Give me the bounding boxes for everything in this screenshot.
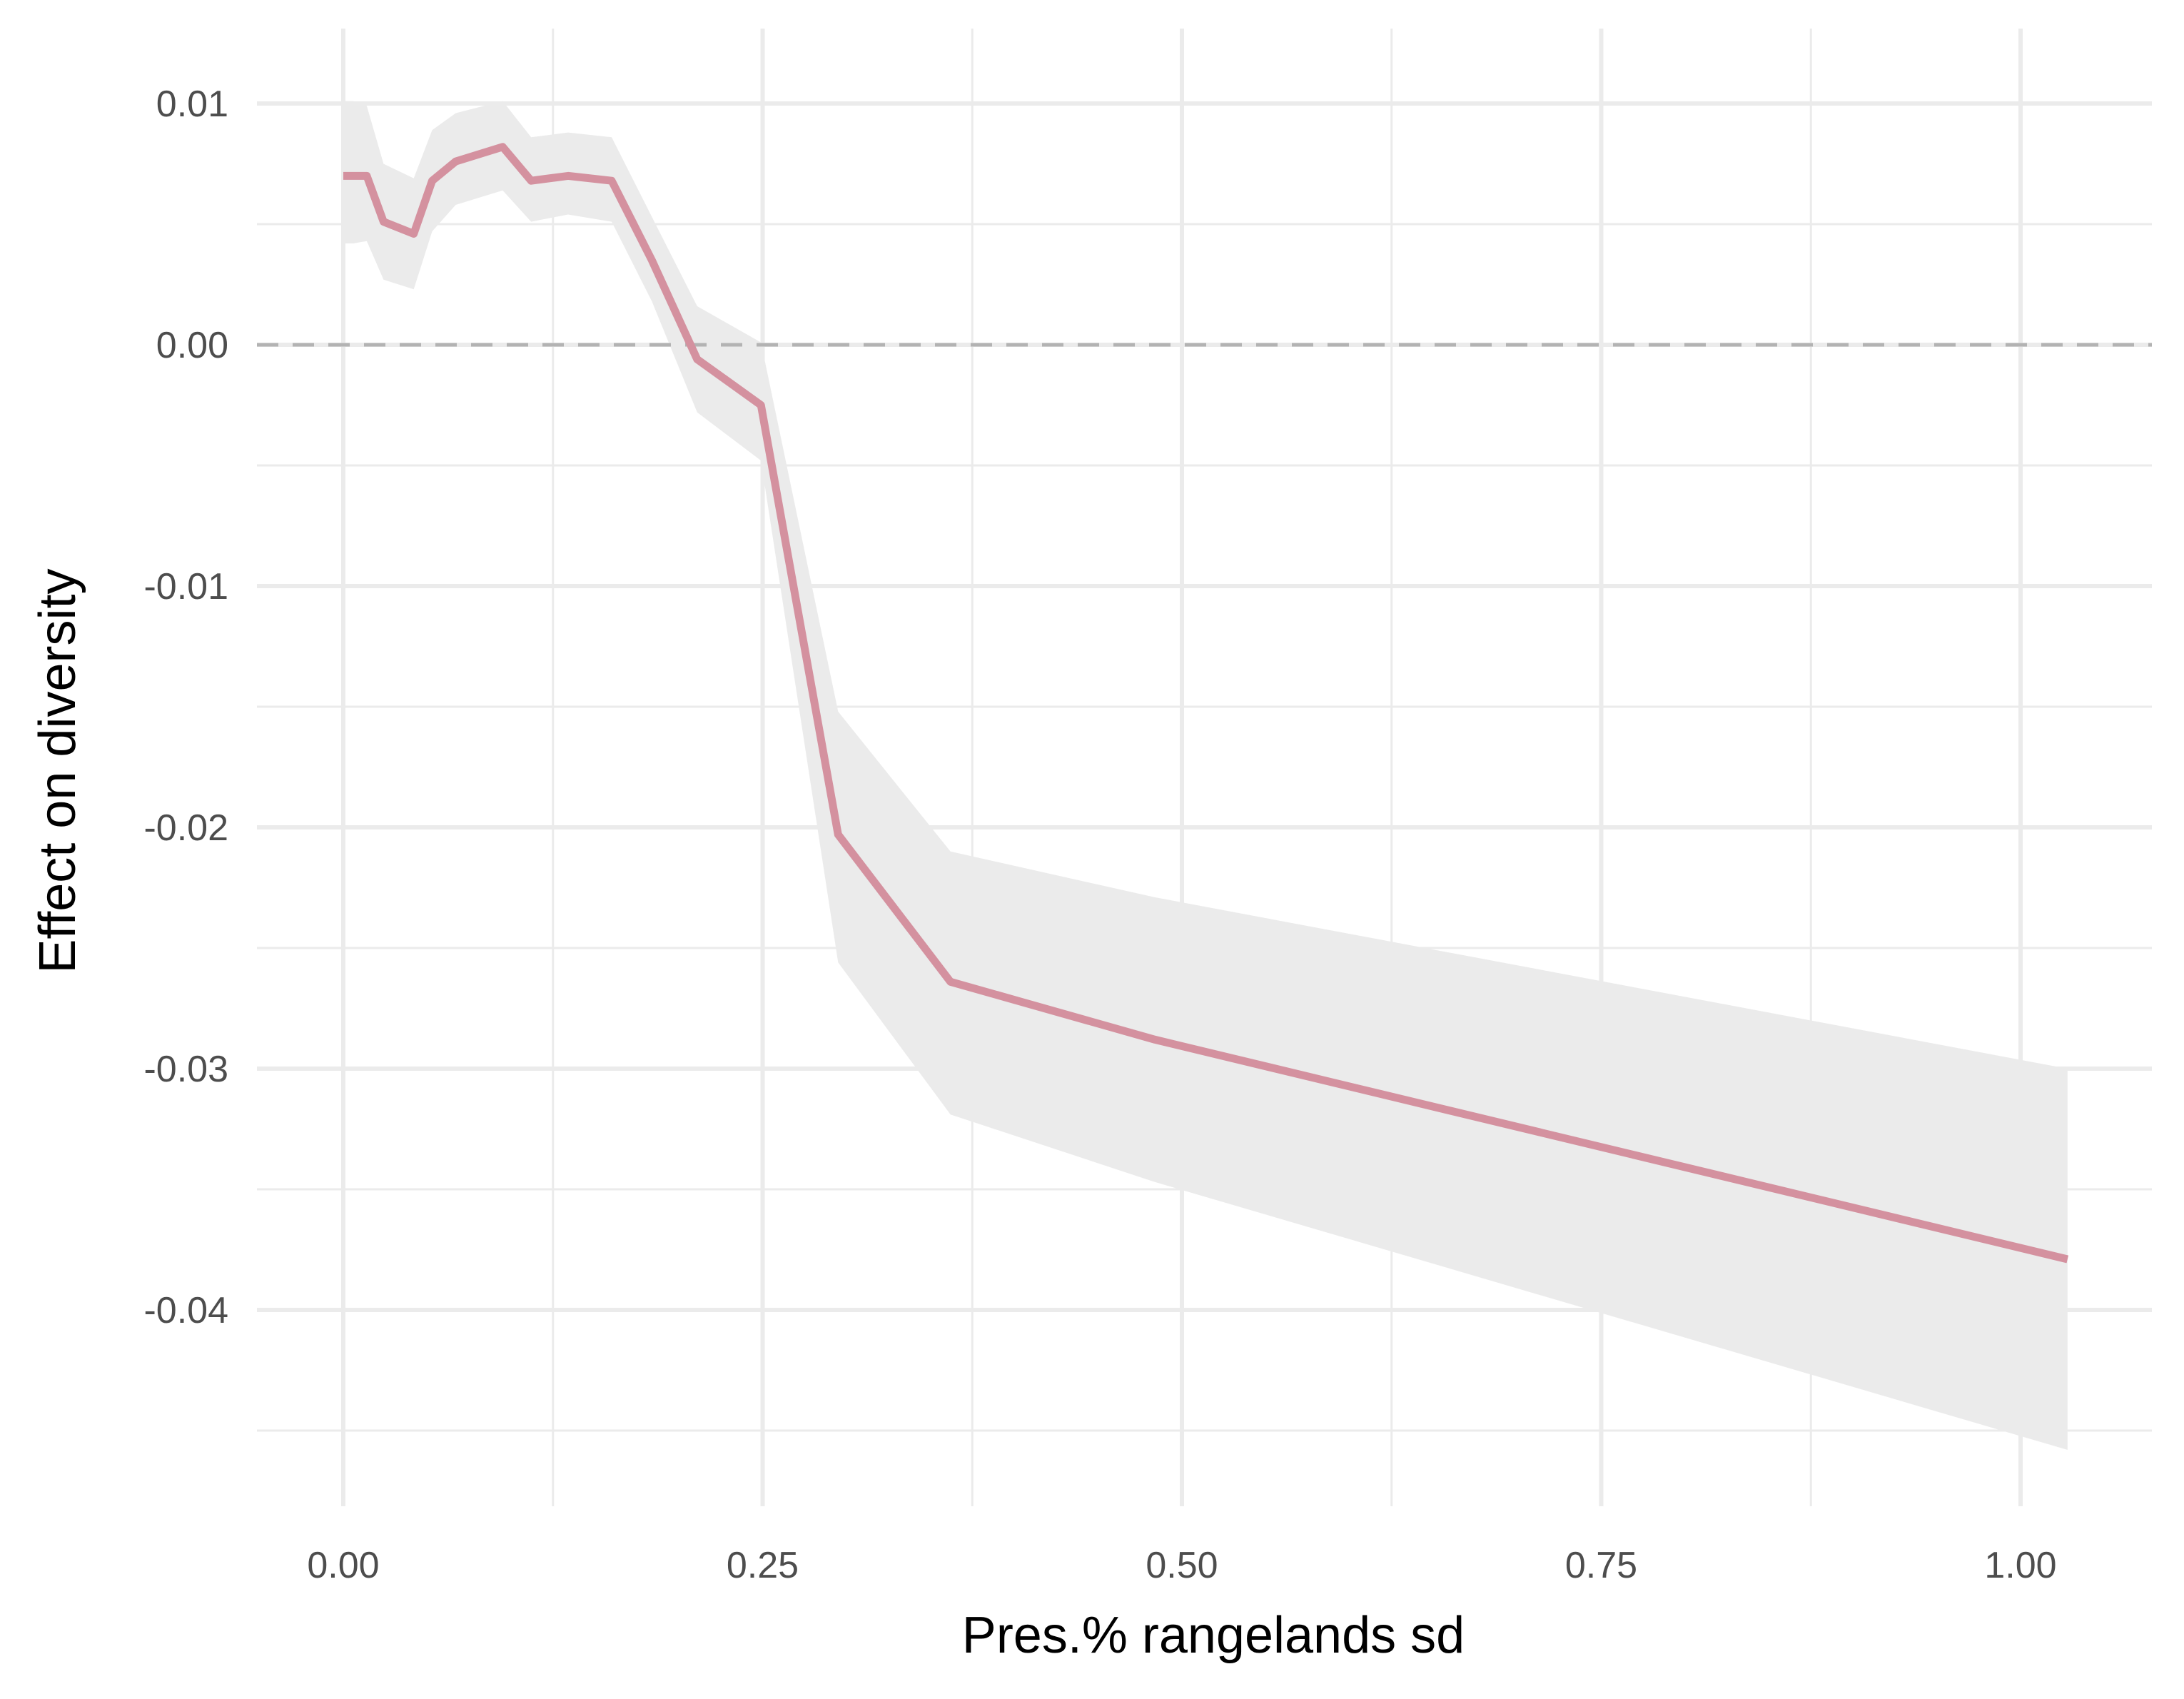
y-tick-label: -0.04 — [143, 1290, 228, 1331]
y-axis-title: Effect on diversity — [29, 569, 86, 974]
y-tick-label: 0.00 — [156, 325, 228, 366]
confidence-ribbon — [343, 101, 2068, 1451]
series-line — [343, 143, 2069, 1264]
x-tick-label: 0.25 — [727, 1545, 799, 1586]
y-tick-label: -0.02 — [143, 807, 228, 849]
x-tick-label: 0.75 — [1565, 1545, 1637, 1586]
x-tick-label: 1.00 — [1984, 1545, 2056, 1586]
y-tick-labels: 0.01 0.00 -0.01 -0.02 -0.03 -0.04 — [143, 84, 228, 1331]
x-tick-label: 0.50 — [1146, 1545, 1218, 1586]
series-line-layer — [343, 143, 2069, 1264]
x-tick-labels: 0.00 0.25 0.50 0.75 1.00 — [307, 1545, 2056, 1586]
y-tick-label: -0.03 — [143, 1049, 228, 1090]
x-tick-label: 0.00 — [307, 1545, 379, 1586]
y-tick-label: 0.01 — [156, 84, 228, 125]
y-tick-label: -0.01 — [143, 566, 228, 607]
confidence-ribbon-layer — [343, 101, 2068, 1451]
x-axis-title: Pres.% rangelands sd — [962, 1607, 1465, 1664]
